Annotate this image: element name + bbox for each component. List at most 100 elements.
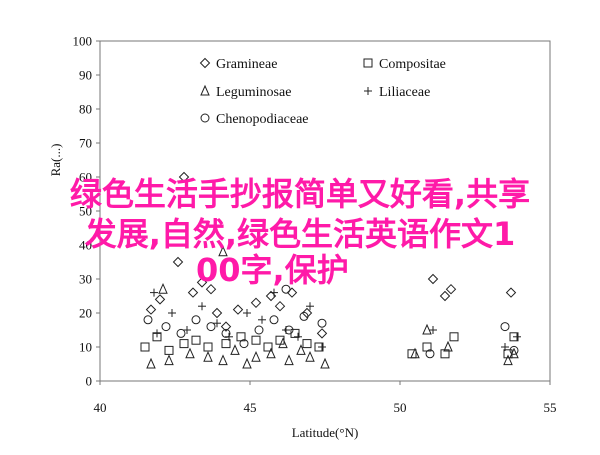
point-liliaceae: [429, 326, 437, 334]
point-chenopodiaceae: [284, 325, 294, 335]
legend-marker-liliaceae: [364, 87, 372, 95]
legend-marker-chenopodiaceae: [200, 113, 210, 123]
point-liliaceae: [306, 302, 314, 311]
point-liliaceae: [318, 343, 326, 351]
point-liliaceae: [270, 288, 278, 297]
point-chenopodiaceae: [425, 349, 435, 359]
point-gramineae: [154, 294, 166, 305]
point-chenopodiaceae: [206, 322, 216, 332]
point-liliaceae: [153, 329, 161, 338]
point-compositae: [251, 335, 261, 345]
legend-marker-compositae: [363, 58, 373, 68]
legend-label-leguminosae: Leguminosae: [216, 85, 291, 100]
legend: Gramineae Compositae Leguminosae Liliaceae C…: [199, 57, 446, 127]
overlay-line-1: 绿色生活手抄报简单又好看,共享: [69, 175, 531, 213]
point-compositae: [203, 342, 213, 352]
legend-label-chenopodiaceae: Chenopodiaceae: [216, 112, 309, 127]
point-chenopodiaceae: [299, 311, 309, 321]
point-leguminosae: [251, 350, 261, 362]
point-chenopodiaceae: [221, 328, 231, 338]
point-gramineae: [196, 277, 208, 288]
point-leguminosae: [266, 347, 276, 359]
y-tick-label: 60: [79, 170, 92, 185]
point-gramineae: [250, 297, 262, 309]
point-leguminosae: [305, 350, 315, 362]
point-leguminosae: [164, 354, 174, 366]
point-chenopodiaceae: [269, 315, 279, 325]
point-compositae: [449, 332, 459, 342]
point-compositae: [191, 335, 201, 345]
y-tick-label: 70: [79, 136, 92, 151]
point-liliaceae: [183, 326, 191, 334]
point-gramineae: [172, 256, 184, 268]
point-chenopodiaceae: [509, 345, 519, 355]
point-liliaceae: [258, 315, 266, 324]
x-axis-ticks: 40 45 50 55: [94, 381, 557, 415]
point-leguminosae: [158, 282, 168, 294]
point-leguminosae: [284, 354, 294, 366]
point-gramineae: [427, 273, 439, 285]
overlay-line-2: 发展,自然,绿色生活英语作文1: [84, 215, 516, 253]
point-gramineae: [505, 287, 517, 298]
point-gramineae: [232, 304, 244, 315]
overlay-line-3: 00字,保护: [196, 251, 349, 289]
legend-marker-leguminosae: [200, 84, 210, 96]
point-chenopodiaceae: [317, 318, 327, 328]
point-gramineae: [301, 307, 313, 319]
point-chenopodiaceae: [191, 315, 201, 325]
point-gramineae: [286, 287, 298, 298]
point-leguminosae: [320, 357, 330, 369]
point-chenopodiaceae: [281, 284, 291, 294]
point-gramineae: [187, 287, 199, 298]
point-liliaceae: [225, 332, 233, 341]
y-tick-label: 30: [79, 272, 92, 287]
point-leguminosae: [278, 337, 288, 349]
point-gramineae: [178, 171, 190, 183]
point-leguminosae: [296, 344, 306, 355]
x-tick-label: 40: [94, 400, 107, 415]
point-chenopodiaceae: [161, 322, 171, 332]
point-compositae: [164, 345, 174, 355]
legend-marker-gramineae: [199, 57, 211, 69]
point-leguminosae: [218, 245, 228, 257]
point-liliaceae: [501, 343, 509, 351]
y-tick-label: 40: [79, 238, 92, 253]
point-gramineae: [439, 290, 451, 302]
legend-label-compositae: Compositae: [379, 57, 446, 72]
legend-label-liliaceae: Liliaceae: [379, 85, 430, 100]
y-tick-label: 80: [79, 102, 92, 117]
data-points: [140, 171, 521, 369]
point-gramineae: [274, 300, 286, 312]
point-liliaceae: [150, 288, 158, 297]
point-leguminosae: [185, 347, 195, 359]
point-leguminosae: [410, 347, 420, 359]
point-gramineae: [316, 328, 328, 339]
y-tick-label: 20: [79, 306, 92, 321]
point-leguminosae: [503, 354, 513, 366]
point-leguminosae: [443, 340, 453, 352]
point-leguminosae: [146, 357, 156, 369]
point-gramineae: [205, 283, 217, 295]
x-axis-title: Latitude(°N): [292, 425, 359, 440]
y-tick-label: 100: [73, 34, 93, 49]
point-chenopodiaceae: [143, 315, 153, 325]
y-axis-title: Ra(...): [48, 144, 63, 177]
legend-label-gramineae: Gramineae: [216, 57, 277, 72]
point-chenopodiaceae: [176, 328, 186, 338]
x-tick-label: 45: [244, 400, 257, 415]
point-compositae: [140, 342, 150, 352]
point-compositae: [302, 339, 312, 349]
point-liliaceae: [243, 309, 251, 317]
y-tick-label: 0: [86, 374, 93, 389]
x-tick-label: 50: [394, 400, 407, 415]
point-leguminosae: [218, 354, 228, 366]
point-leguminosae: [509, 347, 519, 359]
x-tick-label: 55: [544, 400, 557, 415]
point-gramineae: [220, 321, 232, 332]
y-axis-ticks: 0 10 20 30 40 50 60 70 80 90 100: [73, 34, 100, 389]
point-leguminosae: [242, 357, 252, 369]
point-compositae: [263, 342, 273, 352]
point-leguminosae: [230, 344, 240, 355]
point-liliaceae: [213, 319, 221, 328]
